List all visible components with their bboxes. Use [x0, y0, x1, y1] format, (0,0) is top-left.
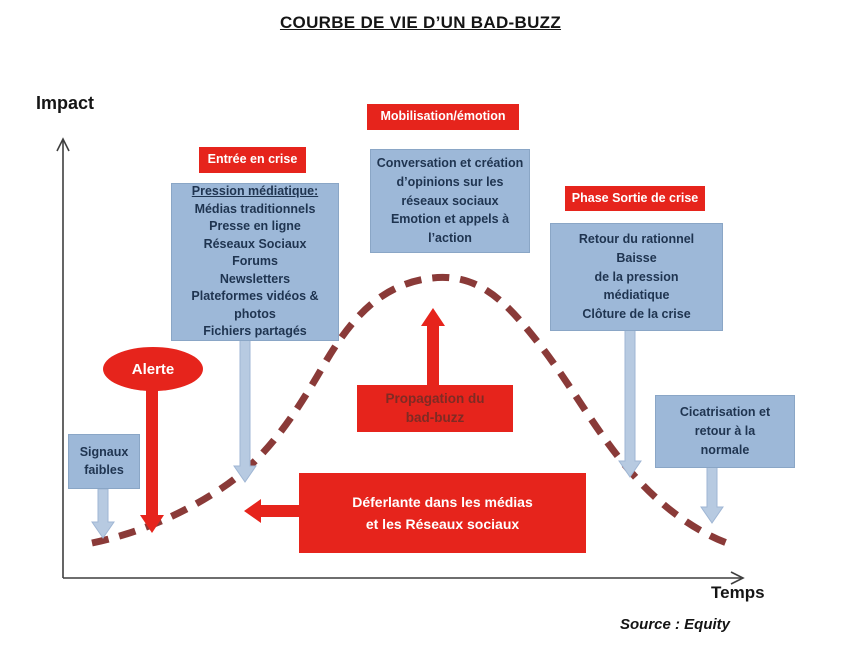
deferlante-left-arrow-icon	[244, 499, 300, 523]
cicatrisation-box: Cicatrisation et retour à la normale	[655, 395, 795, 468]
conversation-opinions-box: Conversation et création d’opinions sur …	[370, 149, 530, 253]
pression-mediatique-list: Médias traditionnels Presse en ligne Rés…	[191, 201, 319, 339]
signaux-faibles-box: Signaux faibles	[68, 434, 140, 489]
retour-down-arrow-icon	[618, 329, 642, 478]
pression-down-arrow-icon	[233, 339, 257, 483]
signaux-down-arrow-icon	[91, 488, 115, 539]
pression-mediatique-box: Pression médiatique: Médias traditionnel…	[171, 183, 339, 341]
stage-mobilisation-emotion: Mobilisation/émotion	[367, 104, 519, 130]
x-axis-arrowhead-icon	[730, 571, 745, 585]
propagation-bad-buzz-box: Propagation du bad-buzz	[357, 385, 513, 432]
stage-phase-sortie-de-crise: Phase Sortie de crise	[565, 186, 705, 211]
bad-buzz-curve	[91, 273, 737, 550]
retour-du-rationnel-box: Retour du rationnel Baisse de la pressio…	[550, 223, 723, 331]
diagram-title: COURBE DE VIE D’UN BAD-BUZZ	[279, 13, 562, 32]
y-axis-label: Impact	[36, 93, 95, 113]
x-axis-label: Temps	[711, 583, 765, 602]
deferlante-medias-box: Déferlante dans les médias et les Réseau…	[299, 473, 586, 553]
alerte-ellipse: Alerte	[103, 347, 203, 391]
alerte-down-arrow-icon	[140, 387, 164, 533]
cicatrisation-down-arrow-icon	[700, 465, 724, 524]
pression-mediatique-heading: Pression médiatique:	[191, 184, 319, 199]
stage-entree-en-crise: Entrée en crise	[199, 147, 306, 173]
y-axis-arrowhead-icon	[56, 137, 70, 152]
propagation-up-arrow-icon	[421, 308, 445, 387]
source-credit: Source : Equity	[620, 616, 731, 633]
